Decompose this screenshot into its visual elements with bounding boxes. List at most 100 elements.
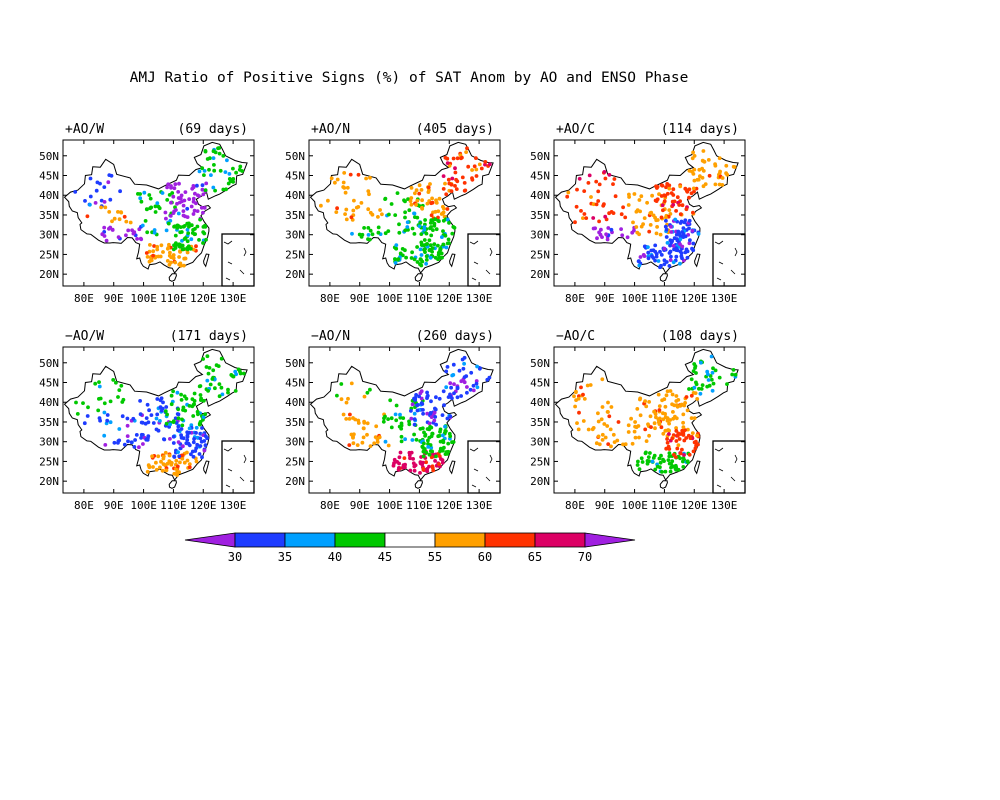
station-dot: [442, 445, 446, 450]
station-dot: [347, 443, 352, 447]
station-dot: [155, 247, 160, 252]
station-dot: [189, 237, 194, 242]
lat-tick-label: 20N: [530, 475, 550, 488]
station-dot: [394, 243, 399, 247]
lat-tick-label: 30N: [530, 229, 550, 242]
station-dot: [606, 442, 611, 446]
station-dot: [645, 200, 649, 205]
station-dot: [165, 259, 170, 263]
station-dot: [671, 244, 676, 248]
station-dot: [691, 248, 696, 253]
station-dot: [141, 442, 145, 446]
station-dot: [663, 469, 668, 474]
station-dot: [418, 262, 422, 267]
lat-tick-label: 25N: [39, 455, 59, 468]
station-dot: [588, 383, 593, 387]
lat-tick-label: 40N: [39, 396, 59, 409]
station-dot: [226, 390, 230, 395]
station-dot: [700, 158, 705, 163]
station-dot: [138, 399, 142, 403]
lat-tick-label: 25N: [285, 248, 305, 261]
station-dot: [429, 434, 434, 439]
station-dot: [455, 156, 460, 161]
station-dot: [412, 257, 417, 262]
station-dot: [687, 218, 692, 223]
lon-tick-label: 100E: [130, 292, 157, 305]
station-dot: [420, 402, 425, 406]
lat-tick-label: 40N: [285, 396, 305, 409]
station-dot: [667, 264, 672, 268]
station-dot: [219, 356, 224, 361]
station-dot: [573, 404, 577, 409]
station-dot: [351, 435, 355, 440]
station-dot: [695, 442, 699, 447]
station-dot: [576, 427, 581, 432]
station-dot: [586, 427, 591, 432]
station-dot: [420, 259, 425, 264]
station-dot: [419, 253, 424, 257]
station-dot: [633, 435, 638, 440]
station-dot: [706, 378, 711, 382]
station-dot: [185, 434, 190, 439]
station-dot: [386, 417, 390, 421]
station-dot: [631, 220, 635, 225]
station-dot: [594, 202, 599, 207]
station-dot: [474, 167, 479, 172]
station-dot: [646, 455, 651, 459]
station-dot: [693, 391, 698, 395]
station-dot: [414, 393, 418, 397]
station-dot: [658, 232, 663, 237]
station-dot: [685, 255, 690, 260]
station-dot: [466, 164, 471, 169]
station-dot: [117, 388, 122, 392]
station-dot: [611, 182, 615, 186]
station-dot: [414, 203, 418, 207]
lat-tick-label: 25N: [530, 248, 550, 261]
station-dot: [414, 188, 419, 193]
station-dot: [703, 182, 708, 186]
lon-tick-label: 120E: [190, 292, 217, 305]
lon-tick-label: 120E: [681, 292, 708, 305]
station-dot: [665, 241, 670, 245]
station-dot: [667, 421, 671, 426]
station-dot: [367, 192, 371, 197]
station-dot: [319, 203, 323, 208]
station-dot: [125, 416, 130, 421]
station-dot: [403, 210, 407, 215]
station-dot: [687, 387, 691, 391]
station-dot: [713, 368, 718, 373]
station-dot: [577, 176, 582, 181]
station-dot: [339, 397, 344, 402]
station-dot: [176, 224, 181, 229]
station-dot: [441, 229, 445, 233]
station-dot: [603, 435, 608, 440]
station-dot: [365, 390, 370, 395]
inset-coastline: [469, 447, 493, 488]
station-dot: [153, 204, 158, 209]
panel-label: −AO/C: [556, 329, 595, 344]
station-dot: [409, 416, 414, 421]
station-dot: [667, 454, 672, 459]
station-dot: [453, 184, 457, 188]
station-dot: [186, 244, 191, 249]
station-dot: [690, 228, 695, 233]
station-dot: [442, 403, 446, 408]
station-dot: [609, 405, 614, 409]
station-dot: [657, 421, 662, 426]
station-dot: [574, 390, 578, 395]
station-dot: [424, 254, 429, 259]
island-outline: [203, 460, 210, 475]
colorbar: 30 35 40 45 55 60 65 70: [184, 532, 636, 564]
station-dot: [128, 220, 133, 225]
station-dot: [174, 458, 179, 463]
station-dot: [143, 421, 148, 426]
station-dot: [681, 465, 686, 469]
station-dot: [355, 443, 360, 447]
station-dot: [407, 450, 412, 455]
station-dot: [662, 397, 667, 402]
station-dot: [648, 223, 653, 227]
station-dot: [181, 203, 186, 208]
station-dot: [434, 201, 439, 205]
station-dot: [174, 421, 179, 425]
